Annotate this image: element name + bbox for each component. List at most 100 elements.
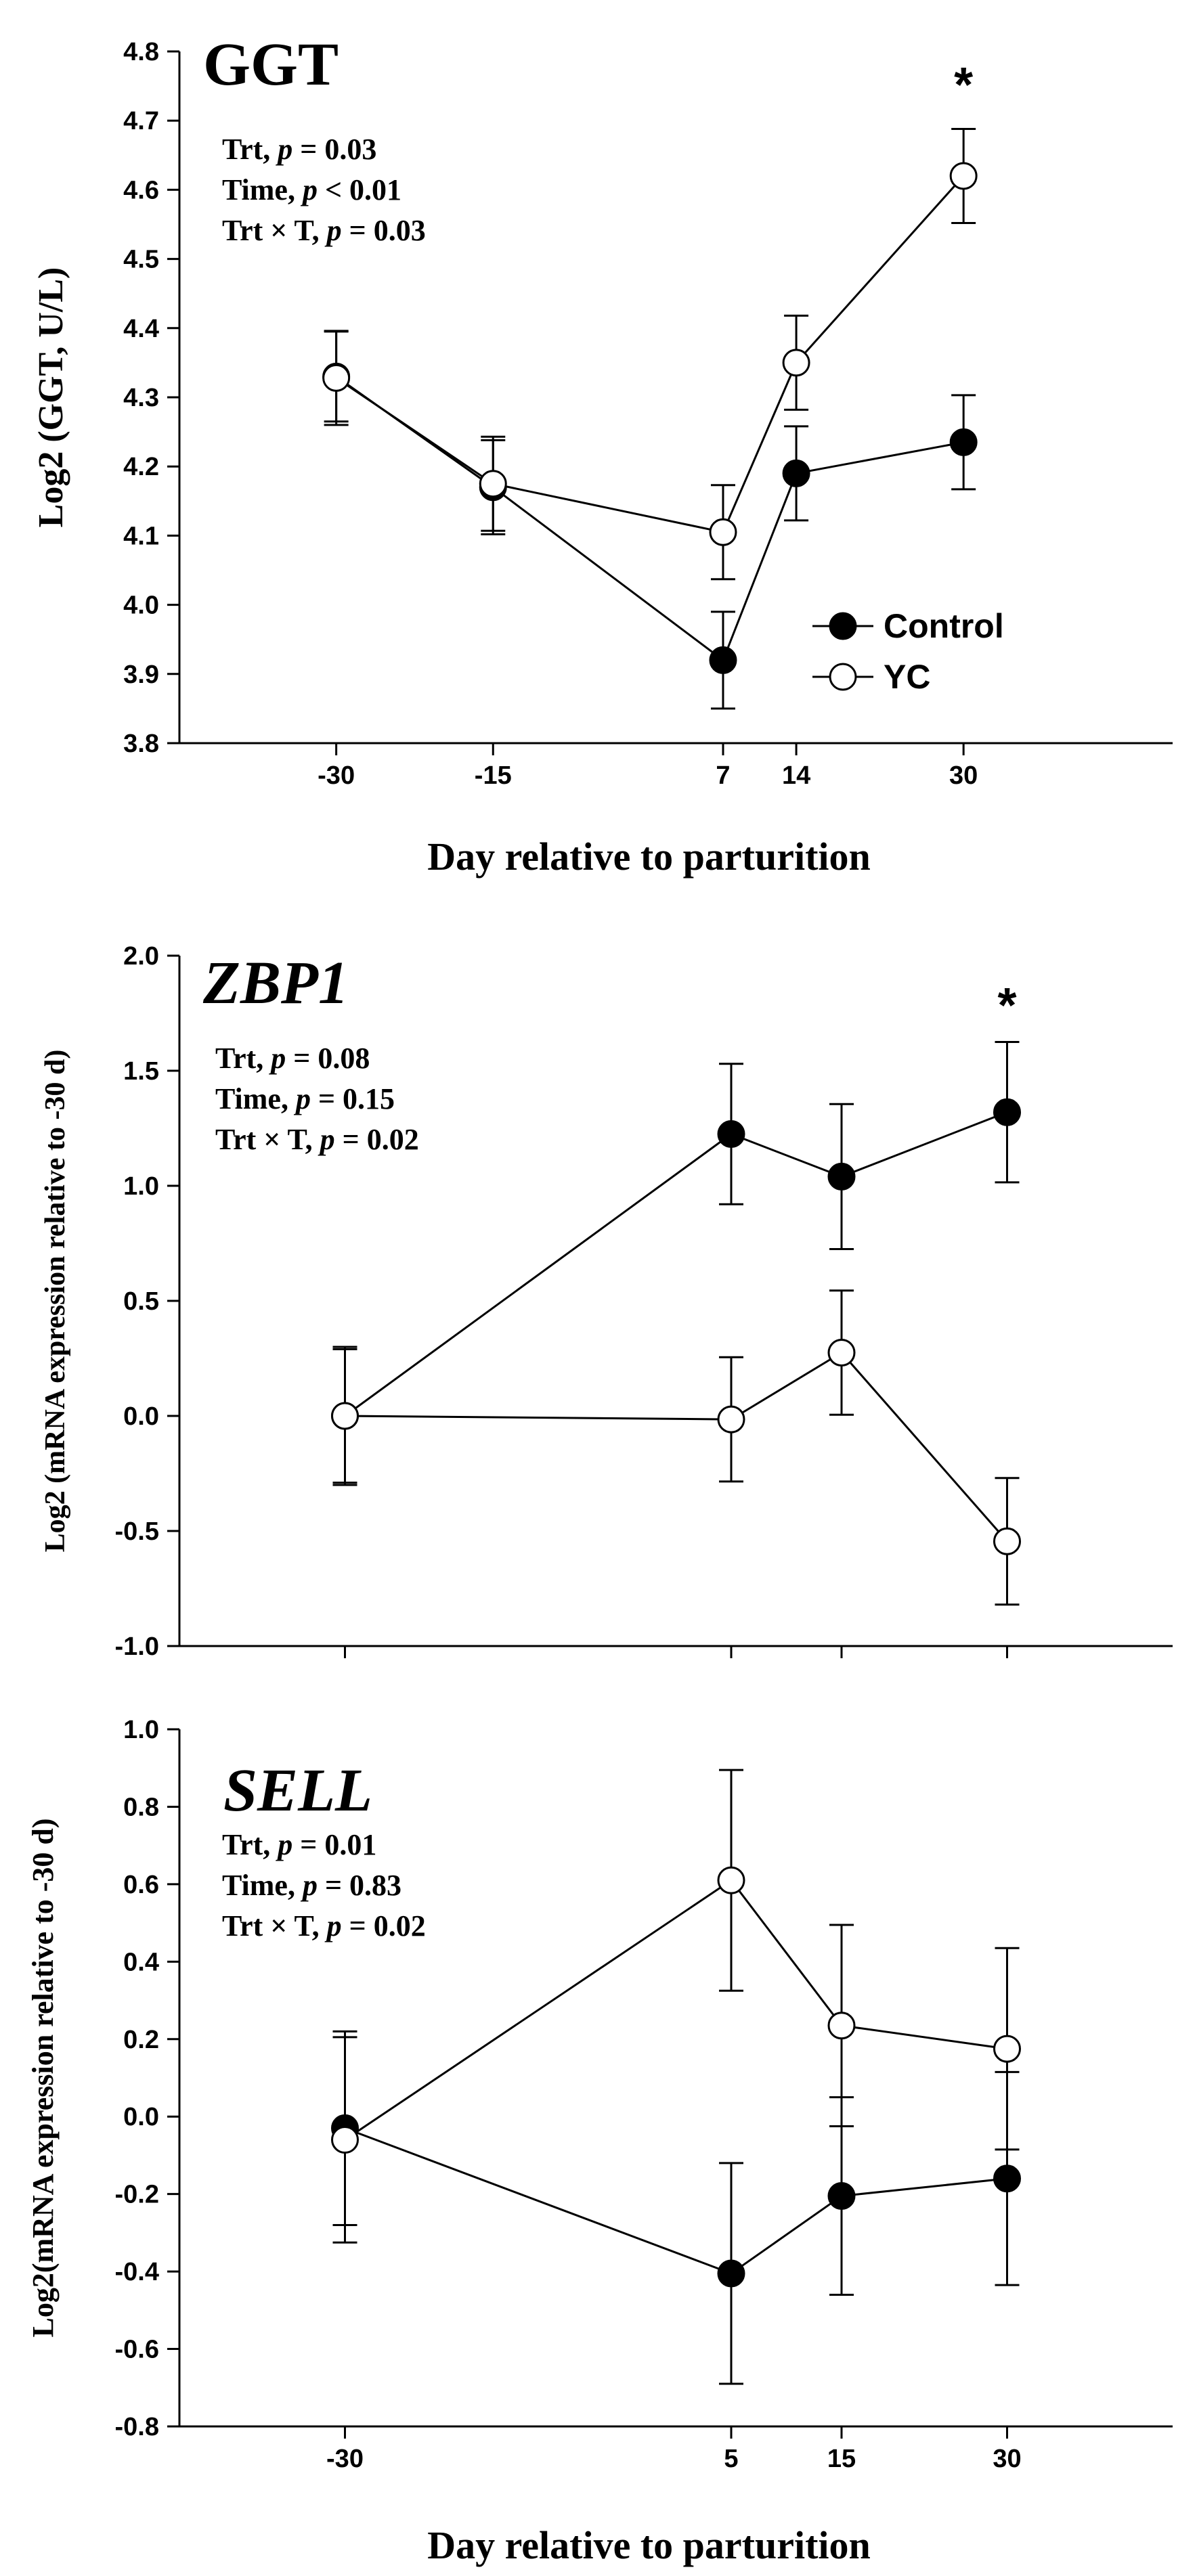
data-point bbox=[717, 1120, 745, 1148]
x-tick-label: -30 bbox=[318, 761, 355, 790]
x-tick-label: 30 bbox=[949, 761, 978, 790]
data-point bbox=[827, 1162, 856, 1191]
data-point bbox=[717, 1866, 745, 1894]
significance-marker: * bbox=[954, 58, 973, 112]
y-tick-label: 2.0 bbox=[123, 942, 159, 971]
x-tick-label: -30 bbox=[326, 2445, 364, 2473]
stat-value: = 0.08 bbox=[286, 1042, 370, 1075]
x-tick-label: 5 bbox=[724, 2445, 738, 2473]
series-line bbox=[345, 1351, 1008, 1542]
stat-label: Time, bbox=[222, 1869, 303, 1902]
y-tick-label: 4.5 bbox=[123, 246, 159, 274]
y-tick-label: 0.6 bbox=[123, 1871, 159, 1899]
series-line bbox=[344, 2127, 1007, 2275]
data-point bbox=[827, 2182, 856, 2211]
y-tick-label: 4.4 bbox=[123, 315, 159, 343]
stat-p: p bbox=[275, 1828, 292, 1861]
series-line bbox=[335, 175, 965, 534]
y-tick-label: 1.0 bbox=[123, 1172, 159, 1201]
stat-line: Time, p < 0.01 bbox=[222, 173, 401, 206]
series-yc bbox=[331, 1289, 1021, 1606]
y-axis-label: Log2(mRNA expression relative to -30 d) bbox=[26, 1818, 60, 2337]
series-control bbox=[331, 2030, 1021, 2385]
data-point bbox=[322, 363, 351, 392]
y-tick-label: -0.4 bbox=[115, 2258, 159, 2286]
y-tick-label: -0.2 bbox=[115, 2181, 159, 2209]
y-axis-label: Log2 (GGT, U/L) bbox=[32, 267, 70, 528]
legend-label: Control bbox=[884, 607, 1004, 645]
y-tick-label: 4.8 bbox=[123, 38, 159, 66]
data-point bbox=[479, 470, 507, 498]
chart-panel-sell: -0.8 -0.6 -0.4 -0.2 0.0 0.2 0.4 0.6 0.8 1.0 -30 5 15… bbox=[26, 1716, 1173, 2567]
data-point bbox=[993, 1098, 1021, 1126]
data-point bbox=[331, 2126, 359, 2154]
y-tick-label: 4.2 bbox=[123, 453, 159, 481]
stat-label: Time, bbox=[222, 173, 303, 206]
data-point bbox=[827, 1339, 856, 1367]
stat-label: Trt, bbox=[222, 1828, 278, 1861]
legend-marker bbox=[829, 663, 857, 691]
data-point bbox=[717, 1405, 745, 1434]
y-tick-label: 3.9 bbox=[123, 661, 159, 689]
chart-panel-ggt: 3.8 3.9 4.0 4.1 4.2 4.3 4.4 4.5 4.6 4.7 4.8 -30 -15 7… bbox=[32, 31, 1173, 879]
x-axis-label: Day relative to parturition bbox=[427, 2523, 871, 2567]
stat-line: Trt, p = 0.01 bbox=[222, 1828, 376, 1861]
stat-label: Trt × T, bbox=[222, 214, 327, 247]
y-tick-label: 1.0 bbox=[123, 1716, 159, 1744]
stat-value: = 0.03 bbox=[292, 133, 376, 166]
y-tick-label: 3.8 bbox=[123, 730, 159, 758]
chart-panel-zbp1: -1.0 -0.5 0.0 0.5 1.0 1.5 2.0 Log2 (mRNA expres… bbox=[40, 942, 1173, 1661]
stat-p: p bbox=[275, 133, 292, 166]
y-tick-label: 1.5 bbox=[123, 1057, 159, 1086]
panel-title: ZBP1 bbox=[202, 950, 349, 1017]
data-point bbox=[993, 2164, 1021, 2193]
series-yc bbox=[331, 1769, 1021, 2244]
x-tick-label: 14 bbox=[782, 761, 810, 790]
legend-marker bbox=[829, 612, 857, 640]
stat-p: p bbox=[324, 214, 342, 247]
x-tick-label: 30 bbox=[993, 2445, 1021, 2473]
data-point bbox=[827, 2012, 856, 2040]
significance-marker: * bbox=[997, 979, 1016, 1033]
stat-line: Time, p = 0.15 bbox=[215, 1082, 395, 1115]
data-point bbox=[717, 2259, 745, 2288]
data-point bbox=[331, 1402, 359, 1430]
y-tick-label: 4.3 bbox=[123, 384, 159, 412]
x-tick-label: 7 bbox=[716, 761, 730, 790]
stat-p: p bbox=[300, 1869, 318, 1902]
y-tick-label: 4.1 bbox=[123, 522, 159, 550]
stat-value: = 0.15 bbox=[311, 1082, 395, 1115]
stat-line: Trt × T, p = 0.02 bbox=[215, 1123, 419, 1156]
y-tick-label: -0.8 bbox=[115, 2413, 159, 2441]
series-line bbox=[344, 1879, 1007, 2141]
series-yc bbox=[322, 127, 978, 581]
y-tick-label: 0.5 bbox=[123, 1287, 159, 1316]
panel-title: GGT bbox=[203, 31, 339, 98]
y-tick-label: 0.0 bbox=[123, 2103, 159, 2131]
stat-p: p bbox=[318, 1123, 335, 1156]
stat-label: Trt, bbox=[215, 1042, 271, 1075]
data-point bbox=[782, 459, 810, 487]
stat-p: p bbox=[293, 1082, 311, 1115]
data-point bbox=[993, 2035, 1021, 2063]
stat-label: Trt × T, bbox=[215, 1123, 320, 1156]
stat-p: p bbox=[268, 1042, 286, 1075]
stat-line: Trt, p = 0.08 bbox=[215, 1042, 370, 1075]
stat-line: Trt × T, p = 0.03 bbox=[222, 214, 426, 247]
y-tick-label: -0.6 bbox=[115, 2336, 159, 2364]
panel-title: SELL bbox=[223, 1757, 372, 1824]
stat-label: Trt × T, bbox=[222, 1909, 327, 1942]
legend: Control YC bbox=[812, 607, 1004, 696]
x-axis-label: Day relative to parturition bbox=[427, 835, 871, 879]
stat-value: = 0.03 bbox=[342, 214, 426, 247]
y-tick-label: 0.4 bbox=[123, 1948, 159, 1976]
y-tick-label: -1.0 bbox=[115, 1633, 159, 1661]
stat-value: = 0.02 bbox=[335, 1123, 419, 1156]
stat-value: = 0.02 bbox=[342, 1909, 426, 1942]
stat-line: Trt, p = 0.03 bbox=[222, 133, 376, 166]
y-tick-label: 0.8 bbox=[123, 1793, 159, 1821]
data-point bbox=[993, 1527, 1021, 1555]
stat-p: p bbox=[300, 173, 318, 206]
x-tick-label: -15 bbox=[475, 761, 512, 790]
data-point bbox=[949, 428, 978, 456]
